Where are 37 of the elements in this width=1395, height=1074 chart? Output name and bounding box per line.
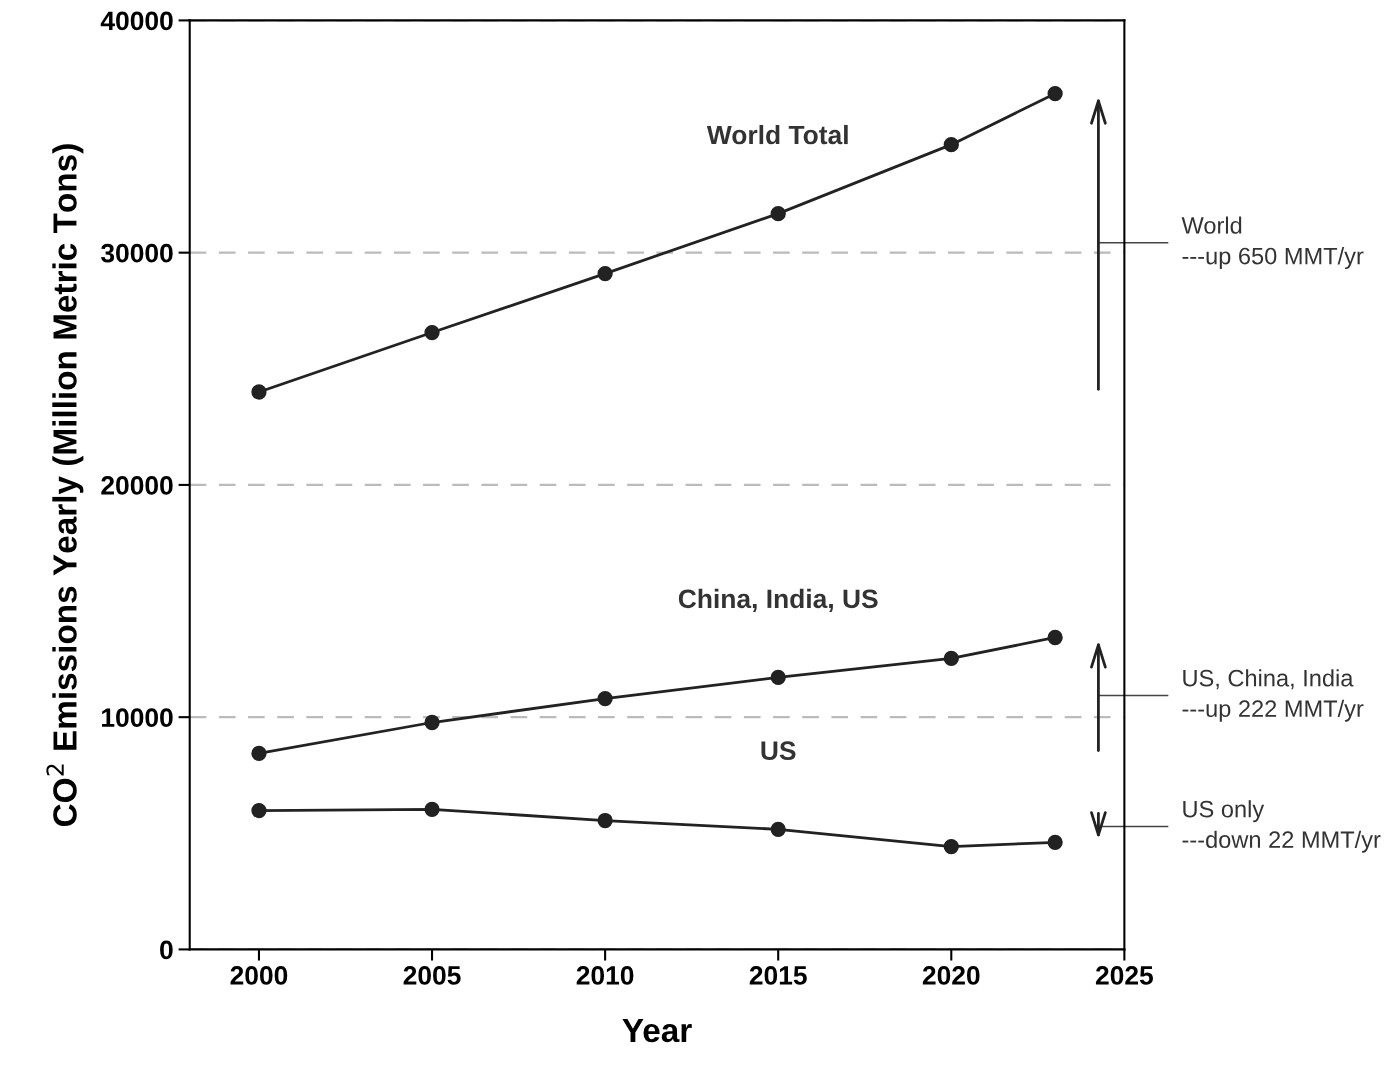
x-tick-label: 2000 [230, 966, 288, 985]
point [424, 324, 440, 341]
point [597, 690, 613, 707]
y-tick-label: 30000 [100, 243, 173, 263]
text: US only ---down 22 MMT/yr [1182, 800, 1381, 853]
text: China, India, US [678, 588, 878, 612]
point [1047, 629, 1063, 646]
x-tick-label: 2015 [749, 966, 807, 985]
point [770, 669, 786, 686]
point [770, 206, 786, 222]
point [251, 802, 267, 819]
x-axis-title: Year [622, 1018, 692, 1043]
point [943, 137, 959, 153]
point [597, 812, 613, 829]
point [251, 745, 267, 762]
point [597, 265, 613, 282]
point [1047, 834, 1063, 850]
x-tick-label: 2020 [922, 966, 980, 985]
text: World ---up 650 MMT/yr [1181, 216, 1364, 270]
point [1047, 85, 1063, 102]
x-tick-label: 2010 [576, 966, 634, 985]
series-label: World Total [706, 124, 848, 145]
x-tick-label: 2005 [403, 966, 461, 985]
point [943, 838, 959, 855]
y-tick-label: 20000 [101, 476, 173, 495]
point [251, 384, 267, 400]
y-tick-label: 10000 [102, 708, 173, 727]
x-tick-label: 2025 [1095, 966, 1153, 985]
text: US [761, 741, 796, 761]
y-tick-label: 40000 [100, 11, 173, 31]
y-axis-title: CO$^{2}$ Emissions Yearly (Million Metric Tons) [46, 144, 84, 827]
point [424, 714, 440, 731]
point [943, 650, 959, 667]
point [770, 821, 786, 837]
y-tick-label: 0 [160, 940, 173, 960]
point [424, 801, 440, 818]
text: US, China, India ---up 222 MMT/yr [1182, 669, 1364, 722]
